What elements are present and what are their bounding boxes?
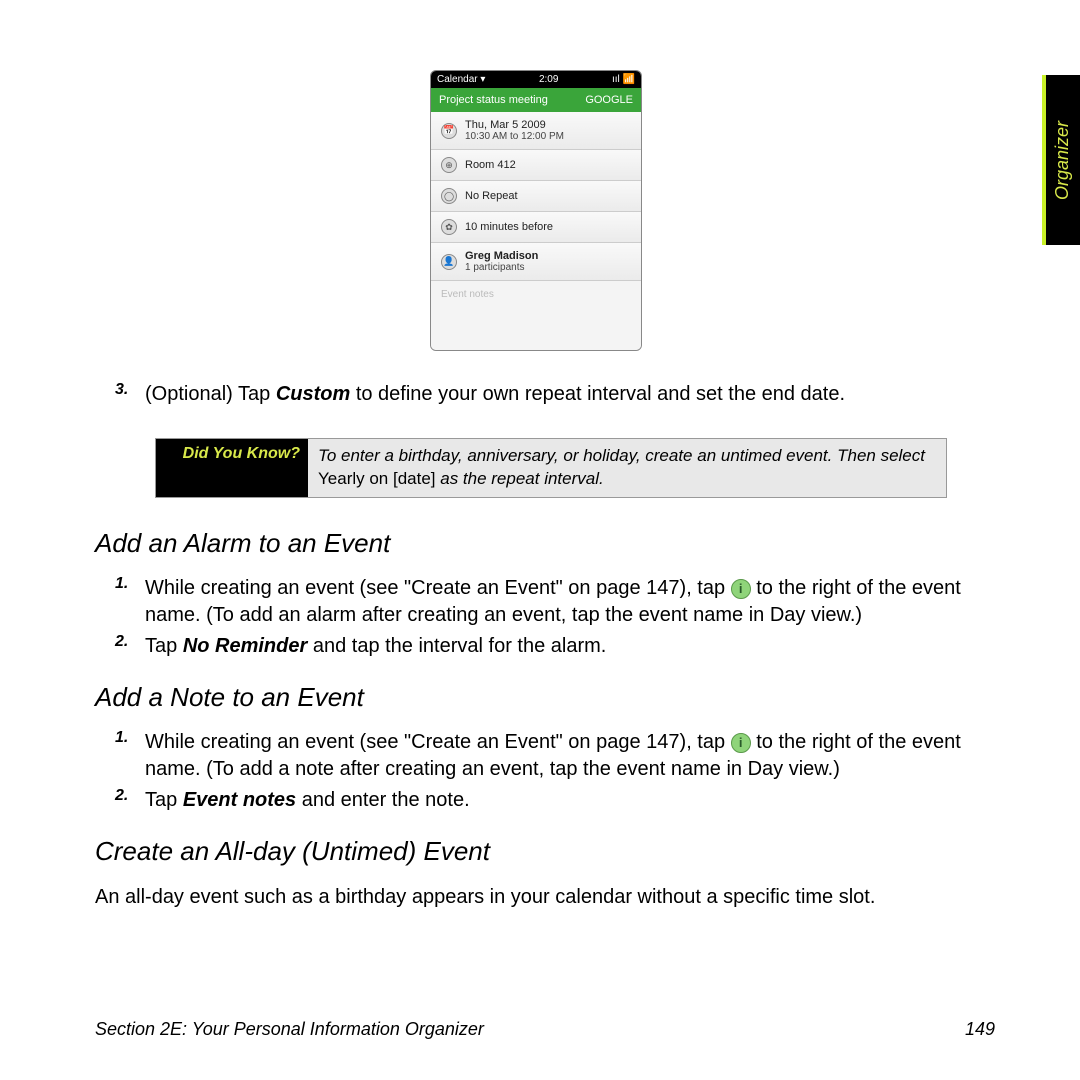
all-day-paragraph: An all-day event such as a birthday appe… [95,883,995,911]
calendar-icon: 📅 [441,123,457,139]
reminder-icon: ✿ [441,219,457,235]
phone-row-reminder: ✿ 10 minutes before [431,212,641,243]
phone-status-time: 2:09 [485,74,612,85]
alarm-step-2-body: Tap No Reminder and tap the interval for… [145,633,606,660]
keyword-event-notes: Event notes [183,789,296,811]
did-you-know-body: To enter a birthday, anniversary, or hol… [308,439,946,497]
section-side-tab-label: Organizer [1053,120,1074,199]
phone-event-title: Project status meeting [439,94,548,106]
keyword-yearly: Yearly on [date] [318,469,436,488]
heading-all-day: Create an All-day (Untimed) Event [95,836,995,867]
page-footer: Section 2E: Your Personal Information Or… [95,1019,995,1040]
phone-row-date-line2: 10:30 AM to 12:00 PM [465,131,631,142]
alarm-step-1-number: 1. [115,575,145,629]
phone-row-reminder-text: 10 minutes before [465,221,631,233]
phone-event-notes: Event notes [431,281,641,350]
phone-row-date: 📅 Thu, Mar 5 2009 10:30 AM to 12:00 PM [431,112,641,150]
did-you-know-box: Did You Know? To enter a birthday, anniv… [155,438,947,498]
info-icon: i [731,579,751,599]
phone-row-participant: 👤 Greg Madison 1 participants [431,243,641,281]
note-step-1-body: While creating an event (see "Create an … [145,729,995,783]
page-content: Calendar ▾ 2:09 ııl 📶 Project status mee… [95,70,995,911]
alarm-step-2: 2. Tap No Reminder and tap the interval … [115,633,995,660]
phone-row-participant-name: Greg Madison [465,250,538,262]
step-3-number: 3. [115,381,145,408]
phone-screenshot: Calendar ▾ 2:09 ııl 📶 Project status mee… [430,70,642,351]
alarm-step-1: 1. While creating an event (see "Create … [115,575,995,629]
phone-row-repeat-text: No Repeat [465,190,631,202]
info-icon: i [731,733,751,753]
heading-add-note: Add a Note to an Event [95,682,995,713]
phone-row-repeat: ◯ No Repeat [431,181,641,212]
phone-status-left: Calendar ▾ [437,74,485,85]
location-icon: ⊕ [441,157,457,173]
heading-add-alarm: Add an Alarm to an Event [95,528,995,559]
step-3: 3. (Optional) Tap Custom to define your … [115,381,995,408]
phone-row-date-line1: Thu, Mar 5 2009 [465,119,546,131]
alarm-step-1-body: While creating an event (see "Create an … [145,575,995,629]
phone-status-right: ııl 📶 [612,74,635,85]
keyword-custom: Custom [276,383,350,405]
note-step-1-number: 1. [115,729,145,783]
note-step-2-body: Tap Event notes and enter the note. [145,787,470,814]
note-step-2-number: 2. [115,787,145,814]
phone-row-location: ⊕ Room 412 [431,150,641,181]
footer-page-number: 149 [965,1019,995,1040]
participant-icon: 👤 [441,254,457,270]
phone-event-header: Project status meeting GOOGLE [431,88,641,112]
section-side-tab: Organizer [1042,75,1080,245]
phone-event-badge: GOOGLE [585,94,633,106]
phone-status-bar: Calendar ▾ 2:09 ııl 📶 [431,71,641,88]
note-step-2: 2. Tap Event notes and enter the note. [115,787,995,814]
did-you-know-label: Did You Know? [156,439,308,497]
alarm-step-2-number: 2. [115,633,145,660]
repeat-icon: ◯ [441,188,457,204]
phone-row-location-text: Room 412 [465,159,631,171]
phone-row-participant-count: 1 participants [465,262,631,273]
step-3-body: (Optional) Tap Custom to define your own… [145,381,845,408]
footer-section: Section 2E: Your Personal Information Or… [95,1019,484,1040]
keyword-no-reminder: No Reminder [183,635,307,657]
note-step-1: 1. While creating an event (see "Create … [115,729,995,783]
